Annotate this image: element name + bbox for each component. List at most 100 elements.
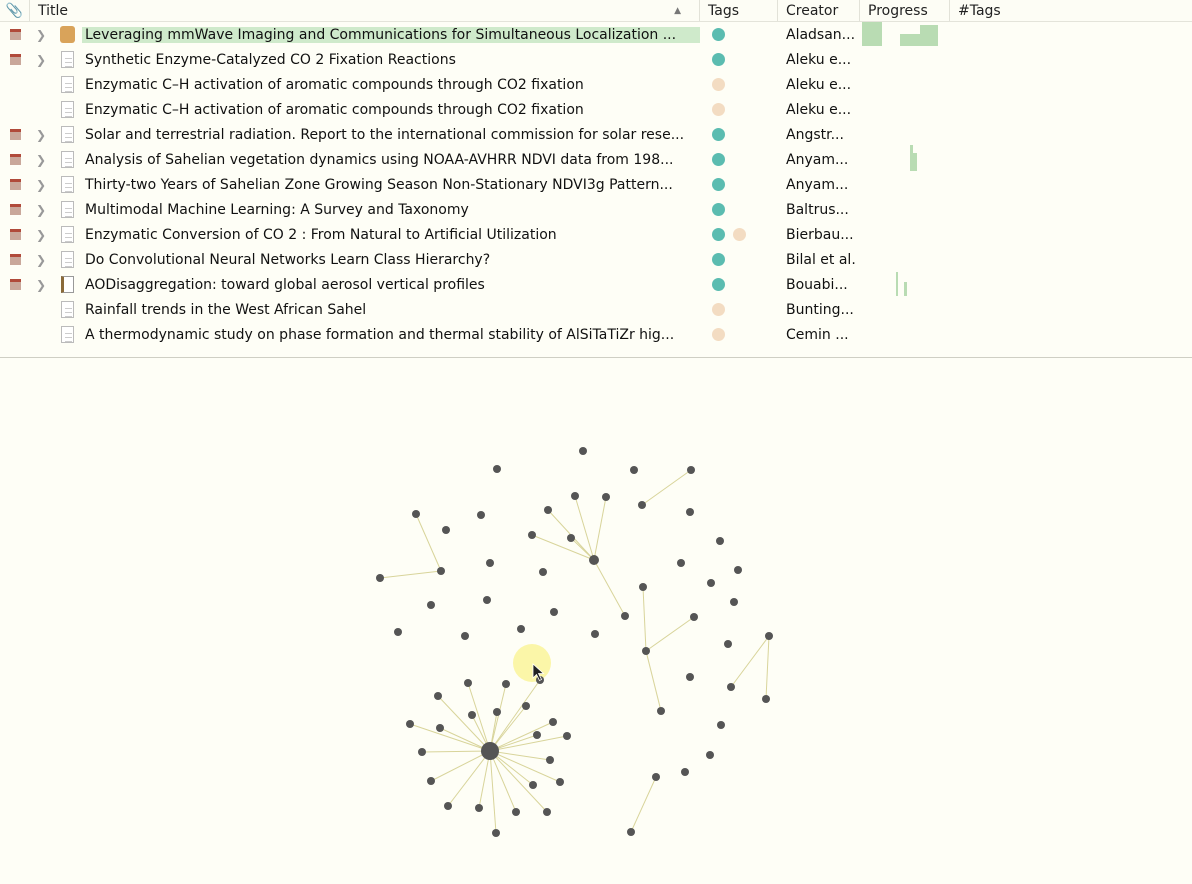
pdf-icon[interactable]: [9, 179, 21, 190]
graph-node[interactable]: [434, 692, 442, 700]
table-row[interactable]: ❯ AODisaggregation: toward global aeroso…: [0, 272, 1192, 297]
graph-node[interactable]: [406, 720, 414, 728]
graph-node[interactable]: [412, 510, 420, 518]
pdf-icon[interactable]: [9, 129, 21, 140]
graph-node[interactable]: [727, 683, 735, 691]
graph-node[interactable]: [442, 526, 450, 534]
graph-node[interactable]: [765, 632, 773, 640]
column-progress[interactable]: Progress: [860, 0, 950, 21]
graph-node[interactable]: [567, 534, 575, 542]
graph-node[interactable]: [418, 748, 426, 756]
expand-chevron-icon[interactable]: ❯: [35, 277, 47, 292]
table-row[interactable]: A thermodynamic study on phase formation…: [0, 322, 1192, 347]
pdf-icon[interactable]: [9, 154, 21, 165]
graph-node[interactable]: [512, 808, 520, 816]
column-tag-count[interactable]: #Tags: [958, 2, 1001, 19]
graph-node[interactable]: [716, 537, 724, 545]
pdf-icon[interactable]: [9, 254, 21, 265]
graph-node[interactable]: [493, 708, 501, 716]
expand-chevron-icon[interactable]: ❯: [35, 52, 47, 67]
graph-node[interactable]: [427, 601, 435, 609]
table-row[interactable]: ❯ Synthetic Enzyme-Catalyzed CO 2 Fixati…: [0, 47, 1192, 72]
graph-node[interactable]: [517, 625, 525, 633]
column-tags[interactable]: Tags: [700, 0, 778, 21]
table-row[interactable]: ❯ Do Convolutional Neural Networks Learn…: [0, 247, 1192, 272]
graph-node[interactable]: [630, 466, 638, 474]
graph-node[interactable]: [529, 781, 537, 789]
graph-node[interactable]: [724, 640, 732, 648]
paperclip-icon[interactable]: 📎: [0, 0, 30, 21]
graph-node[interactable]: [639, 583, 647, 591]
expand-chevron-icon[interactable]: ❯: [35, 227, 47, 242]
graph-node[interactable]: [492, 829, 500, 837]
graph-node[interactable]: [762, 695, 770, 703]
column-title[interactable]: Title ▲: [30, 0, 700, 21]
graph-node[interactable]: [436, 724, 444, 732]
graph-node[interactable]: [677, 559, 685, 567]
graph-node[interactable]: [621, 612, 629, 620]
graph-node[interactable]: [687, 466, 695, 474]
graph-node[interactable]: [522, 702, 530, 710]
table-row[interactable]: ❯ Analysis of Sahelian vegetation dynami…: [0, 145, 1192, 172]
pdf-icon[interactable]: [9, 29, 21, 40]
graph-node[interactable]: [546, 756, 554, 764]
graph-node[interactable]: [690, 613, 698, 621]
graph-node[interactable]: [493, 465, 501, 473]
graph-node[interactable]: [717, 721, 725, 729]
graph-node[interactable]: [638, 501, 646, 509]
graph-node[interactable]: [589, 555, 599, 565]
graph-node[interactable]: [563, 732, 571, 740]
graph-node[interactable]: [556, 778, 564, 786]
graph-node[interactable]: [681, 768, 689, 776]
expand-chevron-icon[interactable]: ❯: [35, 152, 47, 167]
graph-node[interactable]: [376, 574, 384, 582]
graph-node[interactable]: [468, 711, 476, 719]
graph-node[interactable]: [539, 568, 547, 576]
graph-node[interactable]: [544, 506, 552, 514]
graph-node[interactable]: [734, 566, 742, 574]
graph-node[interactable]: [481, 742, 499, 760]
table-row[interactable]: Enzymatic C–H activation of aromatic com…: [0, 97, 1192, 122]
graph-node[interactable]: [686, 673, 694, 681]
expand-chevron-icon[interactable]: ❯: [35, 177, 47, 192]
graph-node[interactable]: [483, 596, 491, 604]
table-row[interactable]: ❯ Multimodal Machine Learning: A Survey …: [0, 197, 1192, 222]
graph-node[interactable]: [652, 773, 660, 781]
pdf-icon[interactable]: [9, 54, 21, 65]
graph-node[interactable]: [461, 632, 469, 640]
graph-node[interactable]: [591, 630, 599, 638]
graph-node[interactable]: [707, 579, 715, 587]
graph-node[interactable]: [475, 804, 483, 812]
graph-node[interactable]: [543, 808, 551, 816]
table-row-partial[interactable]: [0, 347, 1192, 357]
graph-node[interactable]: [706, 751, 714, 759]
graph-node[interactable]: [550, 608, 558, 616]
expand-chevron-icon[interactable]: ❯: [35, 202, 47, 217]
table-row[interactable]: Rainfall trends in the West African Sahe…: [0, 297, 1192, 322]
graph-node[interactable]: [437, 567, 445, 575]
column-creator[interactable]: Creator: [778, 0, 860, 21]
graph-node[interactable]: [602, 493, 610, 501]
pdf-icon[interactable]: [9, 229, 21, 240]
graph-node[interactable]: [549, 718, 557, 726]
graph-node[interactable]: [528, 531, 536, 539]
table-row[interactable]: ❯ Enzymatic Conversion of CO 2 : From Na…: [0, 222, 1192, 247]
graph-node[interactable]: [657, 707, 665, 715]
pdf-icon[interactable]: [9, 279, 21, 290]
graph-node[interactable]: [686, 508, 694, 516]
table-row[interactable]: ❯ Leveraging mmWave Imaging and Communic…: [0, 22, 1192, 47]
graph-node[interactable]: [533, 731, 541, 739]
graph-node[interactable]: [486, 559, 494, 567]
graph-node[interactable]: [464, 679, 472, 687]
graph-node[interactable]: [627, 828, 635, 836]
graph-node[interactable]: [477, 511, 485, 519]
table-row[interactable]: ❯ Thirty-two Years of Sahelian Zone Grow…: [0, 172, 1192, 197]
expand-chevron-icon[interactable]: ❯: [35, 127, 47, 142]
graph-node[interactable]: [427, 777, 435, 785]
expand-chevron-icon[interactable]: ❯: [35, 252, 47, 267]
graph-node[interactable]: [730, 598, 738, 606]
graph-node[interactable]: [444, 802, 452, 810]
graph-node[interactable]: [502, 680, 510, 688]
graph-node[interactable]: [579, 447, 587, 455]
graph-node[interactable]: [394, 628, 402, 636]
